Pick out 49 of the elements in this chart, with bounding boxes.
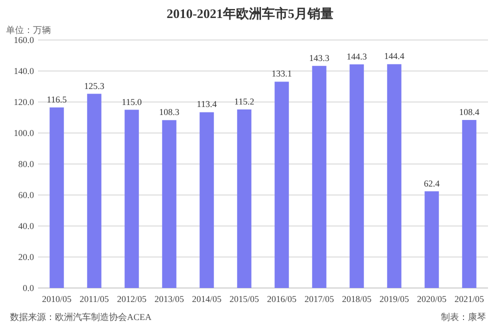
y-tick-label: 120.0	[14, 96, 34, 107]
x-tick-label: 2012/05	[116, 294, 147, 304]
y-tick-label: 100.0	[14, 128, 34, 138]
bar	[312, 66, 326, 288]
source-note: 数据来源：欧洲汽车制造协会ACEA	[10, 312, 152, 322]
data-label: 133.1	[272, 68, 292, 79]
y-tick-label: 80.0	[18, 158, 34, 169]
bar	[162, 120, 176, 288]
data-label: 108.4	[459, 106, 480, 117]
y-axis-title: 单位：万辆	[6, 25, 51, 35]
y-tick-label: 0.0	[22, 282, 34, 293]
chart-title: 2010-2021年欧洲车市5月销量	[166, 6, 334, 21]
bar	[350, 64, 364, 288]
text: 制表：康琴	[441, 312, 486, 322]
data-label: 115.2	[234, 96, 254, 106]
data-label: 113.4	[196, 99, 218, 110]
bar	[387, 64, 402, 288]
x-tick-label: 2010/05	[42, 294, 72, 304]
x-tick-label: 2021/05	[454, 294, 484, 304]
x-tick-label: 2016/05	[266, 294, 297, 304]
data-label: 125.3	[84, 80, 105, 91]
x-tick-label: 2014/05	[192, 294, 222, 304]
bar	[87, 94, 102, 288]
data-label: 108.3	[159, 107, 180, 118]
y-tick-label: 160.0	[14, 34, 34, 45]
x-tick-label: 2011/05	[80, 294, 110, 304]
x-tick-label: 2017/05	[304, 294, 334, 304]
bar	[124, 110, 139, 288]
bar	[462, 120, 476, 288]
bar	[200, 112, 214, 288]
bar	[274, 82, 289, 288]
x-tick-label: 2015/05	[229, 294, 260, 304]
y-tick-label: 60.0	[18, 190, 34, 200]
bar	[237, 109, 252, 288]
data-label: 116.5	[46, 94, 68, 104]
data-label: 115.0	[122, 96, 142, 107]
x-tick-label: 2013/05	[154, 294, 184, 304]
bar	[50, 107, 64, 288]
y-tick-label: 140.0	[14, 66, 34, 76]
data-label: 143.3	[309, 52, 330, 63]
x-tick-label: 2019/05	[379, 294, 410, 304]
y-tick-label: 20.0	[18, 252, 34, 262]
data-label: 144.4	[384, 51, 405, 62]
x-tick-label: 2020/05	[416, 294, 447, 304]
x-tick-label: 2018/05	[342, 294, 372, 304]
data-label: 144.3	[346, 51, 368, 62]
y-tick-label: 40.0	[18, 220, 34, 231]
data-label: 62.4	[424, 178, 440, 188]
bar	[424, 191, 439, 288]
